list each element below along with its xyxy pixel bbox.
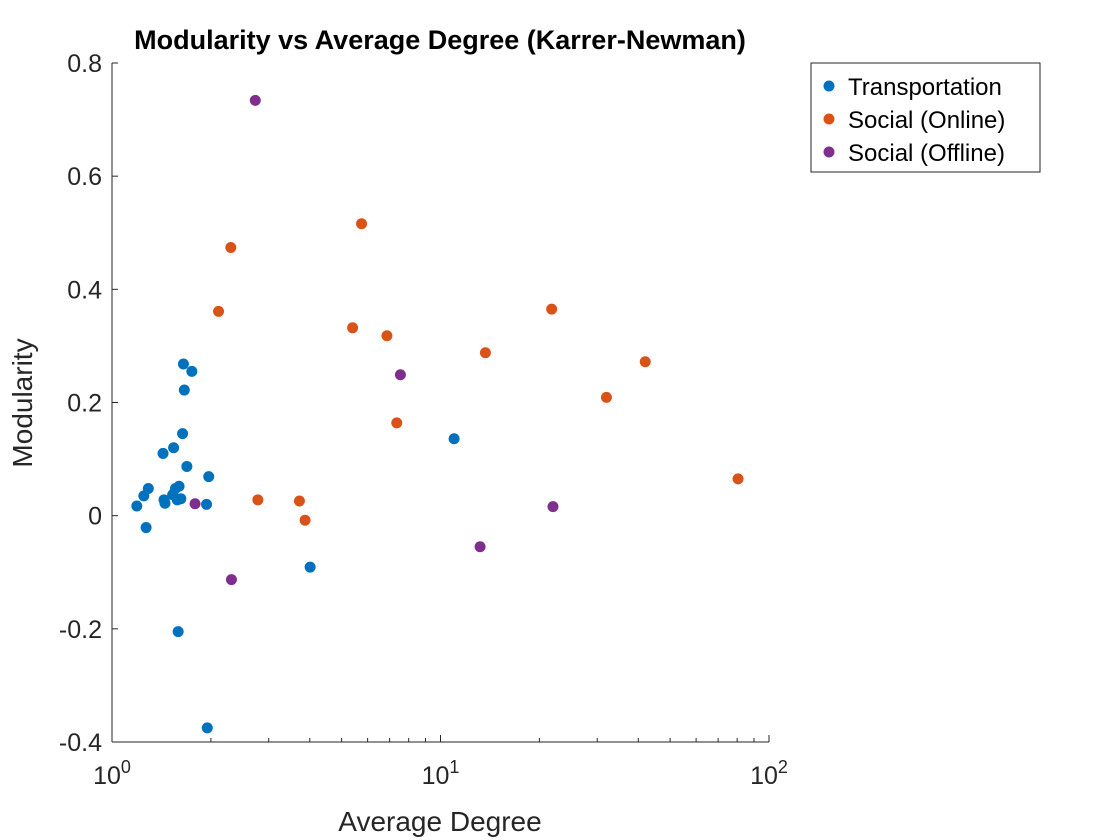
point-transportation [168,442,180,454]
point-transportation [140,522,152,534]
point-social-online [252,494,264,506]
point-social-online [225,241,237,253]
point-social-online [356,218,368,230]
x-ticks: 100 101 102 [93,735,788,790]
x-tick-exponent: 0 [121,757,131,777]
point-transportation [201,498,213,510]
chart-title: Modularity vs Average Degree (Karrer-New… [134,25,746,55]
x-tick-label: 102 [750,757,788,790]
point-transportation [178,384,190,396]
point-transportation [304,561,316,573]
point-transportation [201,722,213,734]
x-tick-base: 10 [422,762,450,790]
point-social-offline [225,574,237,586]
x-tick-base: 10 [93,762,121,790]
point-social-online [546,303,558,315]
legend-label: Social (Online) [848,107,1005,134]
x-tick-label: 100 [93,757,131,790]
y-tick-label: 0.6 [67,163,102,191]
plot-area [112,63,769,742]
point-transportation [203,471,215,483]
point-social-offline [547,501,559,513]
point-transportation [448,433,460,445]
x-axis-label: Average Degree [338,806,541,837]
point-social-offline [249,94,261,106]
point-social-online [732,473,744,485]
point-social-online [299,514,311,526]
y-tick-label: 0.4 [67,276,102,304]
legend-label: Social (Offline) [848,140,1005,167]
point-transportation [142,483,154,495]
point-social-online [347,322,359,334]
y-ticks: -0.4 -0.2 0 0.2 0.4 0.6 0.8 [59,50,118,757]
y-axis-label: Modularity [7,338,38,467]
legend-label: Transportation [848,74,1002,101]
y-tick-label: -0.4 [59,729,102,757]
y-tick-label: 0.8 [67,50,102,78]
point-transportation [131,500,143,512]
y-tick-label: 0.2 [67,390,102,418]
point-transportation [186,365,198,377]
x-tick-base: 10 [750,762,778,790]
y-tick-label: -0.2 [59,616,102,644]
x-tick-label: 101 [422,757,460,790]
point-transportation [173,480,185,492]
point-social-online [639,356,651,368]
data-points [131,94,744,734]
point-social-online [600,391,612,403]
legend: Transportation Social (Online) Social (Off… [810,62,1041,173]
point-social-online [293,495,305,507]
legend-marker [823,80,835,92]
x-tick-exponent: 1 [449,757,459,777]
point-social-offline [474,541,486,553]
point-transportation [177,428,189,440]
point-transportation [175,493,187,505]
legend-marker [823,146,835,158]
point-social-online [213,305,225,317]
point-social-online [479,347,491,359]
point-social-online [381,330,393,342]
legend-marker [823,113,835,125]
legend-box [810,62,1041,173]
point-transportation [157,447,169,459]
point-social-online [391,417,403,429]
y-tick-label: 0 [88,503,102,531]
point-transportation [177,358,189,370]
point-social-offline [394,369,406,381]
point-transportation [172,626,184,638]
point-transportation [159,497,171,509]
x-tick-exponent: 2 [778,757,788,777]
point-transportation [181,460,193,472]
point-social-offline [189,498,201,510]
